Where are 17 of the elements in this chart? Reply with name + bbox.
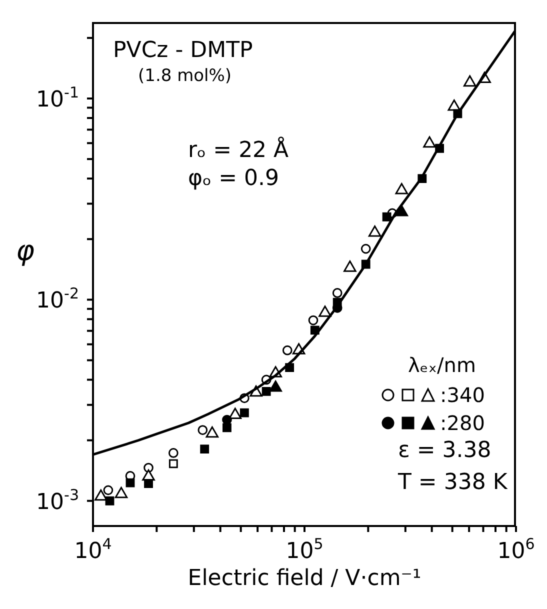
annotation: rₒ = 22 Å <box>188 138 289 163</box>
y-tick-label: 10$^{-1}$ <box>36 83 79 112</box>
annotation: ε = 3.38 <box>398 438 492 463</box>
y-tick-label: 10$^{-2}$ <box>36 284 79 314</box>
annotation: T = 338 K <box>398 470 508 495</box>
legend-label: :340 <box>440 383 485 407</box>
x-axis-title: Electric field / V·cm⁻¹ <box>186 566 422 591</box>
x-tick-label: 10$^{5}$ <box>286 535 324 564</box>
x-tick-label: 10$^{4}$ <box>74 535 112 564</box>
x-tick-label: 10$^{6}$ <box>497 535 535 564</box>
annotation: (1.8 mol%) <box>138 66 232 86</box>
y-tick-label: 10$^{-3}$ <box>36 486 79 515</box>
y-axis-title: φ <box>16 234 34 267</box>
annotation: PVCz - DMTP <box>113 38 253 63</box>
legend-title: λₑₓ/nm <box>408 353 477 377</box>
legend-label: :280 <box>440 411 485 435</box>
annotation: φₒ = 0.9 <box>188 166 280 191</box>
